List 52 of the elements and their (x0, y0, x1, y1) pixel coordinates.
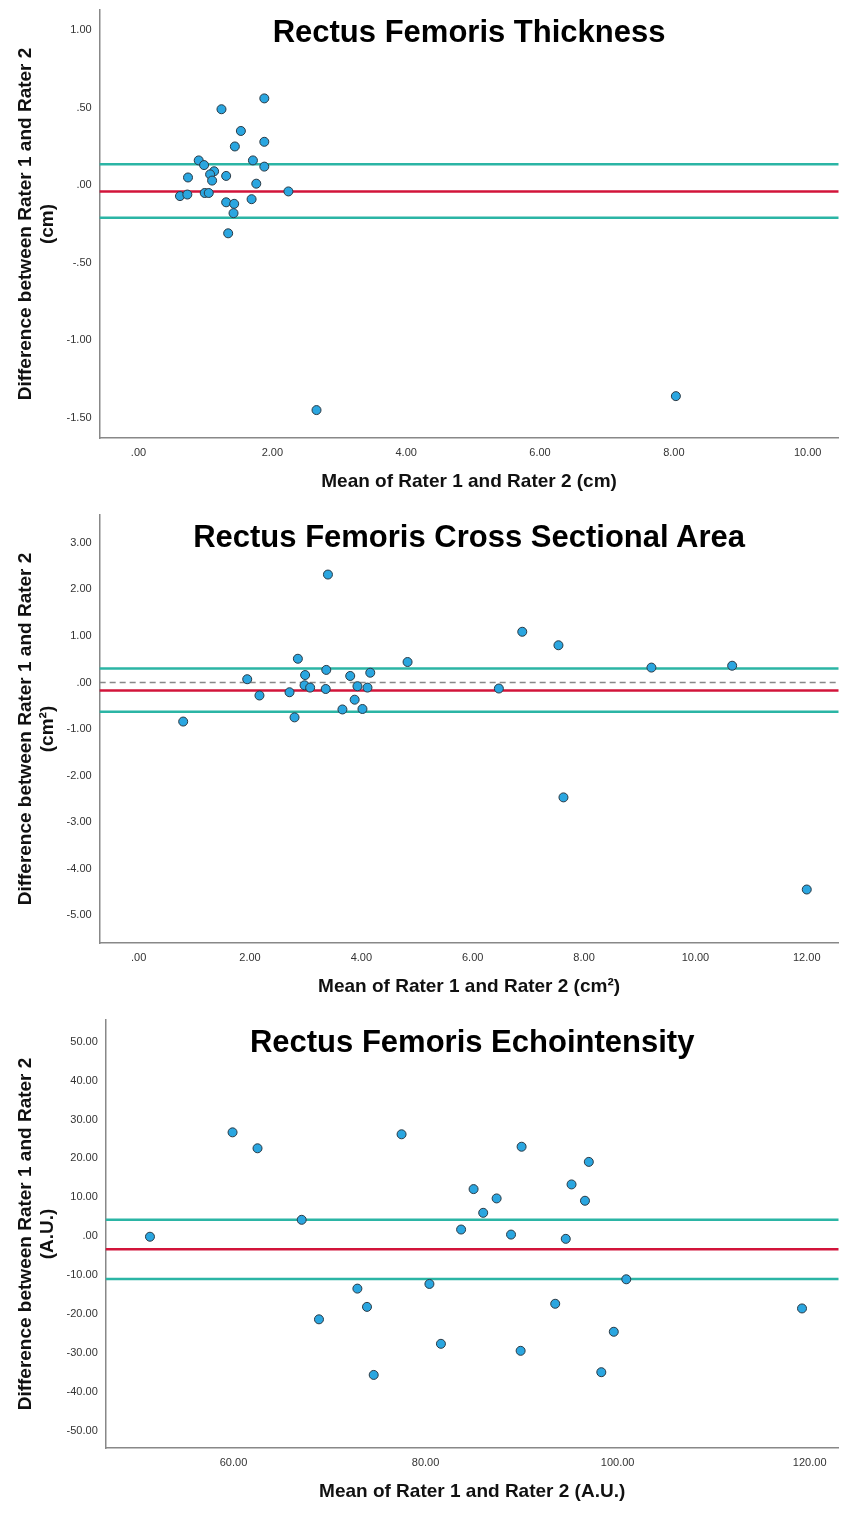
x-tick-label: 8.00 (663, 445, 685, 458)
x-tick-label: 120.00 (792, 1455, 827, 1468)
y-tick-label: -40.00 (66, 1384, 98, 1397)
y-tick-label: 20.00 (70, 1151, 98, 1164)
y-tick-label: -20.00 (66, 1306, 98, 1319)
x-tick-label: 60.00 (219, 1455, 248, 1468)
x-tick-label: 10.00 (681, 950, 710, 963)
x-tick-label: 80.00 (411, 1455, 440, 1468)
x-tick-label: .00 (131, 950, 147, 963)
x-tick-label: 100.00 (600, 1455, 635, 1468)
y-tick-label: 10.00 (70, 1190, 98, 1203)
y-tick-label: .00 (76, 178, 92, 191)
chart-title: Rectus Femoris Echointensity (249, 1024, 696, 1060)
y-tick-label: -4.00 (66, 861, 92, 874)
y-tick-label: -1.50 (66, 410, 92, 423)
x-tick-label: 2.00 (239, 950, 261, 963)
y-tick-label: -3.00 (66, 815, 92, 828)
x-axis-title: Mean of Rater 1 and Rater 2 (cm²) (318, 974, 621, 996)
x-axis-title: Mean of Rater 1 and Rater 2 (cm) (321, 469, 617, 491)
y-tick-label: .00 (82, 1229, 98, 1242)
y-tick-label: -5.00 (66, 908, 92, 921)
y-tick-label: -2.00 (66, 768, 92, 781)
y-tick-label: 3.00 (70, 535, 92, 548)
chart-title: Rectus Femoris Thickness (272, 14, 666, 50)
y-tick-label: -50.00 (66, 1423, 98, 1436)
x-tick-label: .00 (130, 445, 147, 458)
y-axis-title: Difference between Rater 1 and Rater 2 (A.U.) (13, 1057, 58, 1411)
x-tick-label: 6.00 (461, 950, 484, 963)
x-tick-label: 4.00 (395, 445, 417, 458)
x-tick-label: 10.00 (793, 445, 822, 458)
y-axis-title: Difference between Rater 1 and Rater 2 (cm²) (13, 552, 58, 906)
y-tick-label: 40.00 (70, 1073, 98, 1086)
y-tick-label: -30.00 (66, 1345, 98, 1358)
y-axis-title: Difference between Rater 1 and Rater 2 (cm) (13, 47, 58, 401)
y-tick-label: -1.00 (66, 333, 92, 346)
y-tick-label: .50 (76, 100, 92, 113)
x-tick-label: 8.00 (573, 950, 595, 963)
x-tick-label: 12.00 (793, 950, 821, 963)
x-axis-title: Mean of Rater 1 and Rater 2 (A.U.) (319, 1479, 626, 1501)
y-tick-label: -.50 (72, 255, 92, 268)
y-tick-label: 50.00 (70, 1034, 98, 1047)
x-tick-label: 6.00 (529, 445, 551, 458)
y-tick-label: -10.00 (66, 1268, 98, 1281)
y-tick-label: 2.00 (70, 582, 92, 595)
x-tick-label: 2.00 (261, 445, 284, 458)
y-tick-label: -1.00 (66, 722, 92, 735)
y-tick-label: 1.00 (70, 628, 92, 641)
x-tick-label: 4.00 (350, 950, 373, 963)
y-tick-label: .00 (76, 675, 92, 688)
chart-title: Rectus Femoris Cross Sectional Area (193, 519, 746, 555)
y-tick-label: 1.00 (70, 23, 92, 36)
y-tick-label: 30.00 (70, 1112, 98, 1125)
